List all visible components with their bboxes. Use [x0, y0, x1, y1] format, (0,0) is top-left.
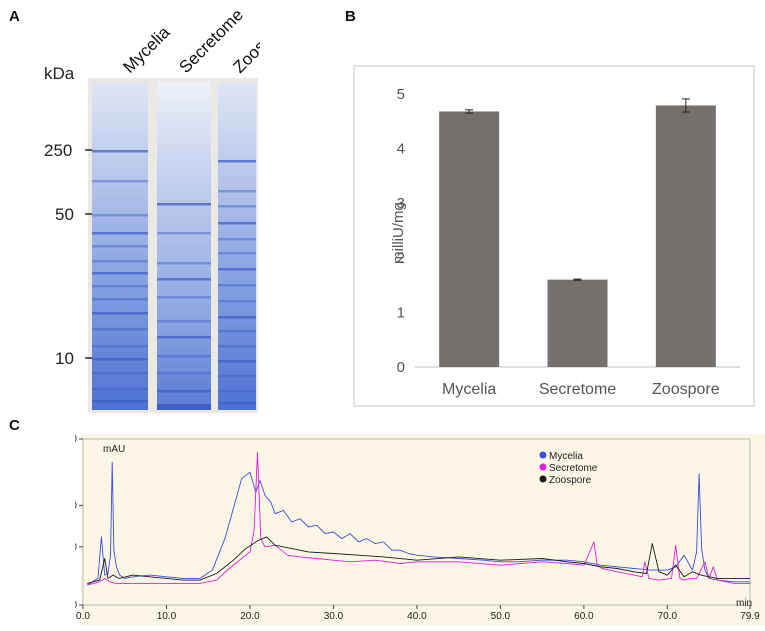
panel-label-c: C [9, 417, 20, 434]
gel-band [218, 330, 256, 333]
panel-label-a: A [9, 8, 20, 25]
chart-c-xlabel: min [736, 598, 752, 609]
chart-c-xtick-label: 40.0 [407, 611, 427, 622]
chart-b-category-label: Mycelia [442, 381, 496, 398]
chart-c-xtick-label: 0.0 [76, 611, 90, 622]
chart-b-ytick-label: 0 [397, 359, 405, 376]
chart-c-legend-label: Zoospore [549, 475, 592, 486]
gel-marker-250: 250 [44, 141, 72, 160]
gel-band [218, 284, 256, 287]
gel-band [218, 205, 256, 208]
chart-c-xtick-label: 30.0 [324, 611, 344, 622]
gel-marker-10: 10 [55, 349, 74, 368]
gel-band [92, 214, 148, 217]
chart-c-series-line-mycelia [86, 461, 750, 586]
chart-b-category-label: Zoospore [652, 381, 720, 398]
gel-band [218, 360, 256, 363]
chart-c-ylabel: mAU [103, 444, 125, 455]
gel-band [157, 203, 211, 206]
chart-c-legend-label: Mycelia [549, 451, 583, 462]
chart-b-bar [439, 111, 500, 367]
gel-band [92, 285, 148, 288]
chart-c-legend-marker [539, 451, 547, 459]
chromatogram-chart: 900 500 250 -1000.0 10.0 20.0 30.0 40.0 50.0 60.0… [75, 434, 765, 625]
chart-c-xtick-label: 20.0 [240, 611, 260, 622]
gel-band [157, 404, 211, 410]
gel-lane-zoospore [218, 82, 256, 410]
chart-c-xtick-label: 70.0 [658, 611, 678, 622]
bar-chart: 0 1 2 3 4 5 Mycelia Secretome Zoospore milliU/mg [353, 65, 755, 407]
gel-band [218, 316, 256, 319]
gel-band [218, 345, 256, 348]
gel-band [218, 238, 256, 241]
gel-band [157, 390, 211, 393]
chart-c-ytick-label: -100 [75, 600, 77, 611]
gel-band [92, 388, 148, 391]
chart-c-legend-marker [539, 475, 547, 483]
gel-band [92, 312, 148, 315]
panel-label-b: B [345, 8, 356, 25]
chart-c-legend-label: Secretome [549, 463, 598, 474]
gel-band [157, 320, 211, 323]
chart-b-bar [547, 279, 608, 367]
gel-marker-50: 50 [55, 205, 74, 224]
gel-band [218, 390, 256, 393]
gel-lane-mycelia [92, 82, 148, 410]
chart-c-series-line-secretome [87, 451, 750, 586]
gel-band [92, 180, 148, 183]
chart-b-bar [655, 105, 716, 367]
gel-band [92, 272, 148, 275]
gel-band [92, 260, 148, 263]
chart-c-xtick-label: 10.0 [157, 611, 177, 622]
gel-band [218, 190, 256, 193]
chart-b-ytick-label: 3 [397, 195, 405, 212]
gel-band [92, 372, 148, 375]
chart-c-background [81, 434, 765, 625]
gel-bands [92, 150, 256, 410]
gel-band [92, 298, 148, 301]
gel-band [92, 245, 148, 248]
gel-panel: Mycelia Secretome Zoospore kDa 250 50 10 [44, 5, 260, 413]
gel-band [92, 400, 148, 403]
gel-band [92, 358, 148, 361]
gel-band [218, 160, 256, 163]
chart-b-ytick-label: 2 [397, 250, 405, 267]
gel-unit-label: kDa [44, 64, 75, 83]
chart-b-ylabel: milliU/mg [390, 202, 407, 264]
chart-b-ytick-label: 4 [397, 141, 405, 158]
chart-c-ytick-label: 500 [75, 500, 77, 511]
chart-b-ytick-label: 1 [397, 304, 405, 321]
gel-band [218, 222, 256, 225]
gel-band [157, 232, 211, 235]
chart-b-ytick-label: 5 [397, 86, 405, 103]
gel-band [157, 336, 211, 339]
gel-band [157, 296, 211, 299]
chart-c-ytick-label: 250 [75, 542, 77, 553]
gel-band [218, 402, 256, 405]
chart-b-category-label: Secretome [539, 381, 616, 398]
gel-band [218, 252, 256, 255]
gel-band [157, 262, 211, 265]
gel-band [92, 232, 148, 235]
gel-band [157, 278, 211, 281]
gel-band [218, 375, 256, 378]
gel-band [218, 300, 256, 303]
gel-band [157, 355, 211, 358]
gel-lane-secretome [157, 82, 211, 410]
gel-band [157, 372, 211, 375]
chart-c-xtick-label: 50.0 [491, 611, 511, 622]
gel-band [92, 150, 148, 153]
gel-band [92, 328, 148, 331]
chart-c-xtick-label: 60.0 [574, 611, 594, 622]
chart-c-xtick-label: 79.9 [740, 611, 760, 622]
chart-c-series-line-zoospore [87, 536, 750, 584]
chart-c-ytick-label: 900 [75, 434, 77, 445]
gel-lane-label-mycelia: Mycelia [119, 22, 174, 77]
gel-band [218, 268, 256, 271]
chart-c-legend-marker [539, 463, 547, 471]
gel-band [92, 345, 148, 348]
